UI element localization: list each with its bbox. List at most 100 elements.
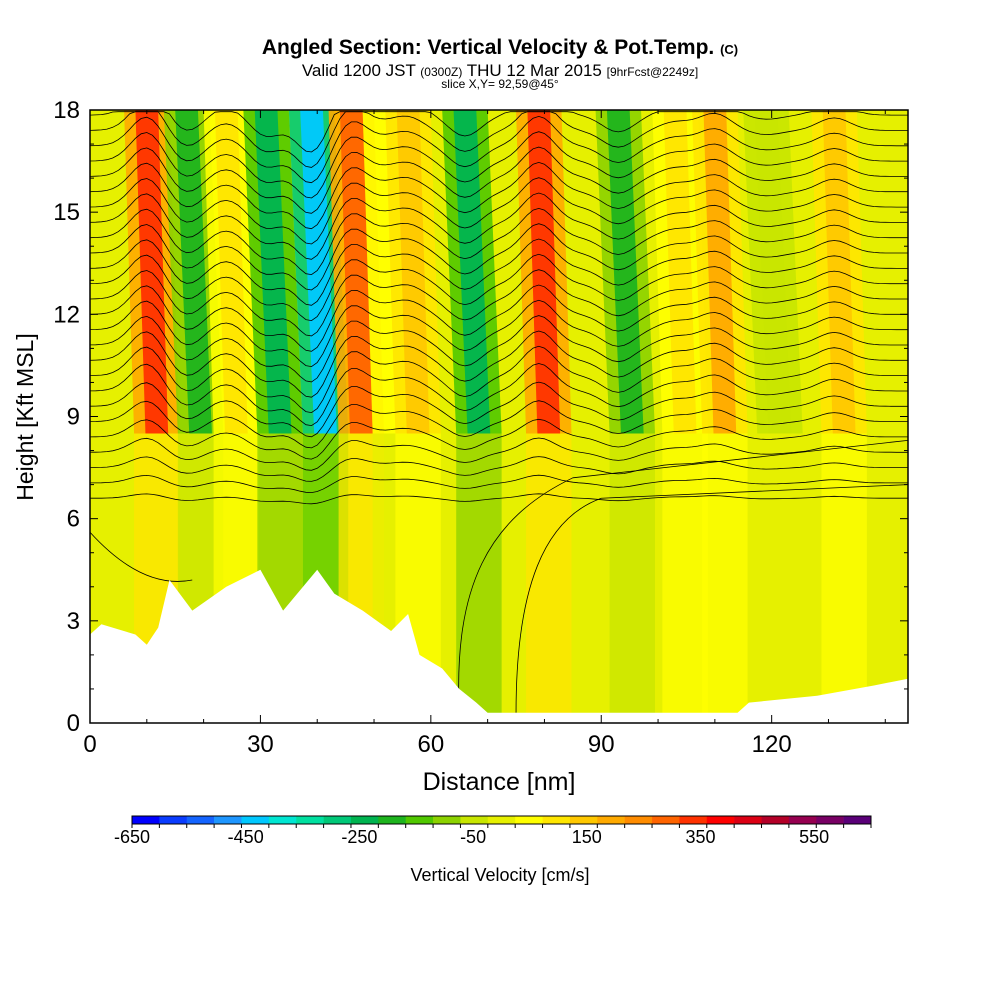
x-axis-label: Distance [nm]	[423, 768, 576, 796]
velocity-band-lower	[757, 433, 803, 723]
colorbar-tick-label-6: 550	[799, 827, 829, 847]
colorbar-swatch-18	[624, 816, 653, 824]
y-tick-label-4: 12	[53, 301, 80, 328]
colorbar-label: Vertical Velocity [cm/s]	[410, 865, 589, 885]
isotherm-13	[89, 269, 908, 337]
plot-area	[89, 110, 909, 723]
y-tick-label-5: 15	[53, 199, 80, 226]
colorbar-swatch-11	[433, 816, 461, 824]
y-tick-label-6: 18	[53, 97, 80, 124]
velocity-band-lower	[456, 433, 502, 723]
isotherm-17	[89, 207, 908, 276]
isotherm-2	[89, 456, 908, 482]
colorbar-swatch-25	[816, 816, 844, 824]
colorbar-swatch-22	[734, 816, 762, 824]
colorbar-tick-label-2: -250	[341, 827, 377, 847]
isotherm-11	[89, 299, 908, 368]
colorbar-swatch-19	[652, 816, 680, 824]
velocity-band-core	[663, 110, 697, 434]
velocity-band-lower	[821, 433, 867, 723]
colorbar-swatch-23	[761, 816, 790, 824]
colorbar-swatch-5	[268, 816, 297, 824]
colorbar-swatch-0	[132, 816, 160, 824]
isotherm-15	[89, 238, 908, 306]
colorbar-swatch-17	[597, 816, 625, 824]
isotherm-20	[89, 161, 908, 230]
chart-subtitle: Valid 1200 JST (0300Z) THU 12 Mar 2015 […	[301, 61, 699, 80]
colorbar-swatch-21	[706, 816, 735, 824]
x-tick-label-3: 90	[588, 731, 615, 758]
isotherm-1	[90, 474, 908, 494]
isotherm-0	[90, 493, 908, 505]
colorbar-tick-label-0: -650	[114, 827, 150, 847]
isotherm-24	[89, 111, 908, 168]
velocity-band-core	[254, 110, 292, 434]
isotherm-19	[89, 177, 908, 245]
isotherm-5	[89, 400, 908, 449]
colorbar-swatch-15	[542, 816, 571, 824]
colorbar-tick-label-3: -50	[460, 827, 486, 847]
colorbar-swatch-6	[296, 816, 324, 824]
velocity-band-core	[396, 110, 430, 434]
chart-title: Angled Section: Vertical Velocity & Pot.…	[261, 36, 739, 59]
velocity-band-core	[527, 110, 561, 434]
colorbar-tick-label-5: 350	[685, 827, 715, 847]
y-tick-label-3: 9	[67, 404, 80, 431]
velocity-band-lower	[662, 433, 708, 723]
x-tick-label-4: 120	[752, 731, 792, 758]
velocity-band-core	[606, 110, 644, 434]
colorbar-swatch-4	[241, 816, 270, 824]
colorbar-swatch-3	[214, 816, 242, 824]
low-isotherm-1	[89, 532, 193, 582]
y-tick-label-2: 6	[67, 506, 80, 533]
colorbar-swatch-10	[405, 816, 434, 824]
velocity-band-core	[339, 110, 373, 434]
isotherm-25	[89, 111, 908, 153]
velocity-band-9	[516, 110, 572, 723]
x-tick-label-2: 60	[417, 731, 444, 758]
colorbar-swatch-16	[569, 816, 598, 824]
isotherm-10	[89, 315, 908, 383]
colorbar-swatch-9	[378, 816, 407, 824]
isotherm-3	[90, 437, 908, 471]
y-tick-label-1: 3	[67, 608, 80, 635]
colorbar-tick-label-4: 150	[572, 827, 602, 847]
colorbar-swatch-26	[843, 816, 872, 824]
low-isotherm-2	[458, 439, 909, 713]
velocity-band-11	[652, 110, 708, 723]
x-tick-label-1: 30	[247, 731, 274, 758]
colorbar-swatch-13	[487, 816, 516, 824]
colorbar: -650 -450 -250 -50 150 350 550	[114, 815, 872, 847]
velocity-band-core	[300, 110, 337, 434]
axes: 0 30 60 90 120 0 3 6 9 12 15 18	[53, 97, 909, 758]
colorbar-swatch-20	[679, 816, 708, 824]
isotherm-4	[89, 418, 908, 460]
x-tick-label-0: 0	[83, 731, 96, 758]
isotherm-16	[89, 223, 908, 291]
colorbar-swatch-1	[159, 816, 188, 824]
y-tick-label-0: 0	[67, 710, 80, 737]
isotherm-14	[89, 253, 908, 322]
low-isotherm-3	[515, 484, 909, 713]
y-axis-label: Height [Kft MSL]	[12, 333, 38, 500]
colorbar-swatch-12	[460, 816, 489, 824]
colorbar-swatch-24	[788, 816, 817, 824]
colorbar-swatch-8	[350, 816, 379, 824]
isotherm-21	[89, 146, 908, 214]
isotherm-7	[89, 363, 908, 427]
colorbar-swatch-14	[515, 816, 543, 824]
isotherm-9	[89, 330, 908, 398]
colorbar-frame	[131, 815, 872, 825]
isotherm-12	[89, 284, 908, 352]
colorbar-swatch-2	[186, 816, 215, 824]
velocity-band-lower	[609, 433, 656, 723]
terrain	[90, 569, 908, 723]
isotherm-18	[89, 192, 908, 260]
velocity-band-core	[703, 110, 737, 434]
velocity-band-core	[175, 110, 212, 434]
velocity-band-10	[595, 110, 656, 723]
velocity-band-lower	[526, 433, 572, 723]
isotherm-23	[89, 115, 908, 184]
colorbar-swatch-7	[323, 816, 352, 824]
